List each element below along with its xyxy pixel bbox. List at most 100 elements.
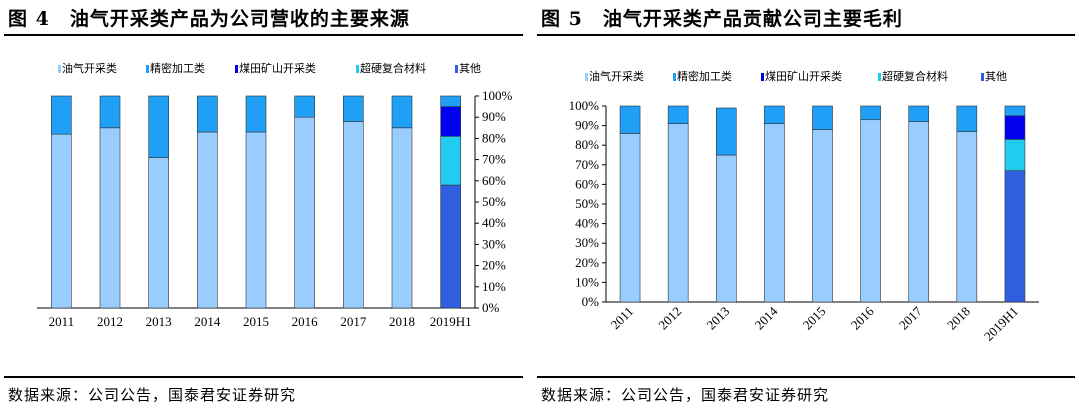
figure-5-source: 数据来源：公司公告，国泰君安证券研究	[541, 386, 830, 404]
title-rule	[4, 34, 523, 36]
legend-swatch	[58, 65, 61, 73]
x-tick-label: 2018	[389, 314, 415, 329]
x-tick-label: 2014	[752, 303, 781, 332]
y-tick-label: 0%	[482, 300, 500, 315]
bar-segment	[1004, 170, 1026, 303]
gross-profit-share-chart: 油气开采类 精密加工类 煤田矿山开采类 超硬复合材料 其他 0% 10% 20% 30% 40% 5…	[569, 69, 1039, 344]
bar-segment	[391, 95, 413, 129]
legend-swatch	[761, 73, 764, 81]
bar-segment	[245, 131, 267, 309]
y-tick-label: 20%	[482, 258, 506, 273]
bar-segment	[294, 116, 315, 309]
bar-segment	[715, 154, 737, 303]
legend-swatch	[585, 73, 588, 81]
y-tick-label: 60%	[575, 176, 599, 191]
bar-segment	[860, 119, 881, 303]
bar-segment	[440, 106, 461, 137]
y-tick-label: 70%	[482, 152, 506, 167]
right-figure-panel: 图 5 油气开采类产品贡献公司主要毛利 油气开采类 精密加工类 煤田矿山开采类 超硬复…	[533, 0, 1079, 416]
legend-swatch	[673, 73, 676, 81]
bar-segment	[619, 105, 641, 134]
x-tick-label: 2015	[243, 314, 269, 329]
legend-swatch	[878, 73, 881, 81]
source-rule	[4, 376, 523, 378]
bar-segment	[764, 105, 785, 124]
bar-segment	[294, 95, 315, 118]
legend-swatch	[235, 65, 238, 73]
legend-label: 精密加工类	[677, 69, 732, 83]
legend-label: 超硬复合材料	[882, 69, 948, 83]
figure-5-title: 图 5 油气开采类产品贡献公司主要毛利	[541, 8, 903, 30]
legend-label: 油气开采类	[589, 69, 644, 83]
bar-segment	[148, 157, 169, 309]
bar-segment	[343, 121, 364, 309]
left-figure-panel: 图 4 油气开采类产品为公司营收的主要来源 油气开采类 精密加工类 煤田矿山开采类 超…	[0, 0, 527, 416]
y-tick-label: 40%	[575, 216, 599, 231]
y-tick-label: 80%	[575, 137, 599, 152]
y-tick-label: 90%	[575, 118, 599, 133]
x-tick-label: 2013	[146, 314, 172, 329]
bar-segment	[908, 121, 930, 303]
y-tick-label: 50%	[575, 196, 599, 211]
bar-segment	[197, 131, 218, 309]
legend-label: 煤田矿山开采类	[239, 61, 316, 75]
bar-segment	[197, 95, 218, 133]
legend-swatch	[146, 65, 149, 73]
legend-swatch	[981, 73, 984, 81]
x-tick-label: 2019H1	[981, 304, 1021, 344]
bar-segment	[812, 105, 833, 130]
bar-segment	[1004, 115, 1026, 140]
x-tick-label: 2017	[896, 303, 925, 332]
bar-segment	[440, 184, 461, 309]
figure-4-title: 图 4 油气开采类产品为公司营收的主要来源	[8, 8, 410, 30]
bar-segment	[1004, 105, 1026, 117]
legend-label: 煤田矿山开采类	[765, 69, 842, 83]
y-tick-label: 30%	[482, 236, 506, 251]
legend-label: 超硬复合材料	[360, 61, 426, 75]
y-tick-label: 60%	[482, 173, 506, 188]
x-tick-label: 2018	[944, 304, 973, 333]
bar-segment	[667, 123, 689, 303]
y-tick-label: 10%	[482, 279, 506, 294]
source-rule	[537, 376, 1075, 378]
bar-segment	[51, 95, 72, 135]
y-tick-label: 40%	[482, 215, 506, 230]
legend-swatch	[455, 65, 458, 73]
x-tick-label: 2015	[800, 304, 829, 333]
title-rule	[537, 34, 1075, 36]
x-tick-label: 2019H1	[430, 314, 472, 329]
y-tick-label: 0%	[582, 294, 600, 309]
legend-swatch	[356, 65, 359, 73]
x-tick-label: 2016	[848, 303, 877, 332]
x-tick-label: 2011	[608, 304, 637, 333]
x-tick-label: 2012	[97, 314, 123, 329]
bar-segment	[956, 105, 978, 132]
x-tick-label: 2011	[49, 314, 75, 329]
y-tick-label: 10%	[575, 274, 599, 289]
x-tick-label: 2014	[194, 314, 221, 329]
y-tick-label: 100%	[569, 98, 600, 113]
bar-segment	[956, 131, 978, 303]
bar-segment	[99, 95, 121, 129]
y-tick-label: 80%	[482, 130, 506, 145]
bar-segment	[860, 105, 881, 121]
x-tick-label: 2017	[340, 314, 367, 329]
legend-label: 油气开采类	[62, 61, 117, 75]
x-tick-label: 2013	[703, 304, 732, 333]
bar-segment	[812, 129, 833, 303]
bar-segment	[51, 133, 72, 309]
y-tick-label: 50%	[482, 194, 506, 209]
bar-segment	[148, 95, 169, 158]
x-tick-label: 2012	[655, 304, 684, 333]
figure-4-source: 数据来源：公司公告，国泰君安证券研究	[8, 386, 297, 404]
bar-segment	[1004, 139, 1026, 171]
y-tick-label: 20%	[575, 255, 599, 270]
x-tick-label: 2016	[292, 314, 319, 329]
legend-label: 精密加工类	[150, 61, 205, 75]
bar-segment	[391, 127, 413, 309]
legend-label: 其他	[985, 70, 1007, 83]
y-tick-label: 70%	[575, 157, 599, 172]
bar-segment	[440, 95, 461, 107]
y-tick-label: 90%	[482, 109, 506, 124]
bar-segment	[343, 95, 364, 122]
